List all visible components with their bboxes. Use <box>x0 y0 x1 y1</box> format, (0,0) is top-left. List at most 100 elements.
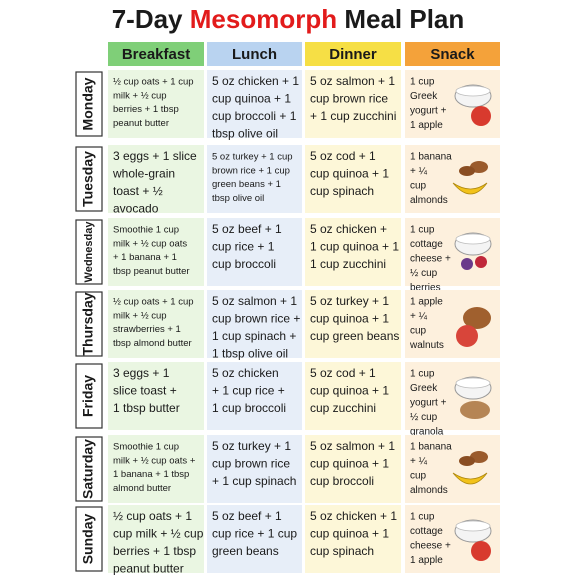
day-box <box>75 219 103 285</box>
food-icon <box>452 161 488 195</box>
bowl-top <box>455 377 491 389</box>
meal-text: 5 oz turkey + 1 <box>310 294 389 308</box>
meal-text: tbsp almond butter <box>113 338 192 349</box>
header-cell <box>108 42 204 66</box>
meal-text: ½ cup oats + 1 cup <box>113 297 194 308</box>
day-label: Sunday <box>80 514 96 565</box>
meal-text: cup broccoli <box>310 474 374 488</box>
meal-text: 5 oz salmon + 1 <box>310 74 395 88</box>
header-cell <box>405 42 500 66</box>
meal-text: 1 cup <box>410 512 435 523</box>
food-icon <box>454 376 492 419</box>
bowl-top <box>455 520 491 532</box>
meal-text: + 1 cup spinach <box>212 474 296 488</box>
banana <box>452 182 488 195</box>
meal-text: almonds <box>410 195 448 206</box>
day-box <box>75 363 103 429</box>
meal-text: 1 banana <box>410 442 452 453</box>
meal-text: Greek <box>410 383 438 394</box>
meal-text: cup brown rice <box>212 457 290 471</box>
meal-text: 1 cup spinach + <box>212 329 296 343</box>
meal-text: ½ cup oats + 1 <box>113 509 192 523</box>
meal-text: berries + 1 tbsp <box>113 544 196 558</box>
food-icon <box>454 519 492 561</box>
meal-text: milk + ½ cup oats <box>113 238 187 249</box>
meal-text: cup quinoa + 1 <box>310 167 389 181</box>
meal-text: cup broccoli + 1 <box>212 109 297 123</box>
meal-text: cup brown rice <box>310 92 388 106</box>
meal-text: 5 oz turkey + 1 cup <box>212 152 293 163</box>
meal-text: 5 oz cod + 1 <box>310 366 376 380</box>
meal-cell <box>305 435 401 503</box>
meal-text: cup <box>410 181 427 192</box>
meal-text: 5 oz beef + 1 <box>212 509 282 523</box>
food-icon <box>456 307 491 347</box>
header-cell <box>305 42 401 66</box>
meal-text: cup quinoa + 1 <box>310 312 389 326</box>
meal-text: + ¼ <box>410 455 428 467</box>
meal-text: cottage <box>410 526 443 537</box>
meal-text: 5 oz chicken <box>212 366 279 380</box>
food-icon <box>452 451 488 485</box>
meal-cell <box>305 218 401 286</box>
meal-text: green beans <box>212 544 279 558</box>
almonds <box>459 456 475 466</box>
title-prefix: 7-Day <box>112 4 183 34</box>
meal-text: 5 oz salmon + 1 <box>212 294 297 308</box>
meal-text: peanut butter <box>113 118 169 129</box>
meal-text: tbsp olive oil <box>212 126 278 140</box>
meal-cell <box>108 145 204 213</box>
meal-text: slice toast + <box>113 384 177 398</box>
meal-text: 1 cup quinoa + 1 <box>310 240 399 254</box>
meal-cell <box>305 362 401 430</box>
day-label: Tuesday <box>80 151 96 207</box>
meal-text: 5 oz chicken + 1 <box>212 74 299 88</box>
day-label: Saturday <box>80 439 96 499</box>
meal-cell <box>108 290 204 358</box>
meal-cell <box>305 70 401 138</box>
meal-text: cottage <box>410 239 443 250</box>
day-box <box>75 291 103 357</box>
day-box <box>75 71 103 137</box>
meal-text: 1 apple <box>410 120 443 131</box>
meal-cell <box>405 145 500 213</box>
meal-text: tbsp olive oil <box>212 193 264 204</box>
meal-text: 1 tbsp olive oil <box>212 346 288 360</box>
meal-text: almonds <box>410 485 448 496</box>
day-label: Thursday <box>80 292 96 355</box>
meal-text: granola <box>410 427 444 438</box>
meal-text: + 1 cup rice + <box>212 384 285 398</box>
granola <box>460 401 490 419</box>
meal-text: 1 banana <box>410 152 452 163</box>
header-cell <box>207 42 302 66</box>
meal-text: 1 tbsp butter <box>113 401 180 415</box>
day-box <box>75 146 103 212</box>
header-label: Snack <box>430 46 475 63</box>
day-label: Monday <box>80 77 96 130</box>
berry <box>461 258 473 270</box>
meal-text: + 1 cup zucchini <box>310 109 396 123</box>
apple <box>456 325 478 347</box>
bowl-top <box>455 233 491 245</box>
meal-text: berries + 1 tbsp <box>113 104 179 115</box>
header-label: Dinner <box>329 46 377 63</box>
day-box <box>75 506 103 572</box>
meal-text: 1 banana + 1 tbsp <box>113 469 189 480</box>
meal-cell <box>405 435 500 503</box>
meal-text: 3 eggs + 1 slice <box>113 149 197 163</box>
meal-text: + 1 banana + 1 <box>113 252 177 263</box>
meal-text: 1 cup <box>410 77 435 88</box>
meal-text: Greek <box>410 91 438 102</box>
meal-text: 1 apple <box>410 555 443 566</box>
meal-text: cup broccoli <box>212 257 276 271</box>
meal-text: cup rice + 1 <box>212 240 275 254</box>
meal-cell <box>305 145 401 213</box>
meal-cell <box>108 70 204 138</box>
meal-text: cup rice + 1 cup <box>212 527 297 541</box>
food-icon <box>454 232 492 270</box>
meal-text: cup <box>410 471 427 482</box>
day-box <box>75 436 103 502</box>
meal-cell <box>207 362 302 430</box>
meal-text: cup zucchini <box>310 401 376 415</box>
meal-text: 5 oz salmon + 1 <box>310 439 395 453</box>
